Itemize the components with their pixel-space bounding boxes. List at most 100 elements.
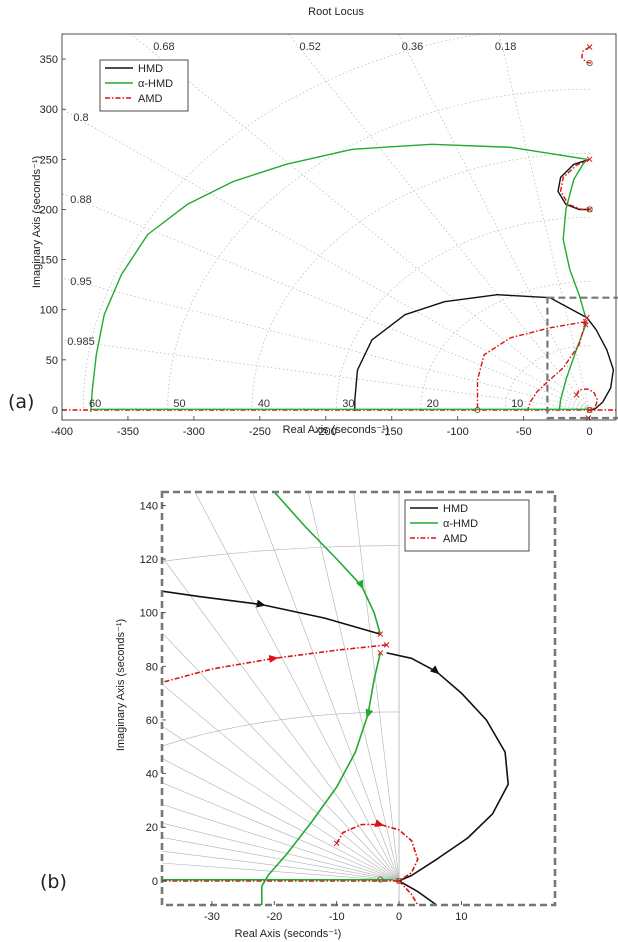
pole-marker bbox=[383, 642, 390, 648]
x-tick-label: -200 bbox=[315, 426, 337, 438]
legend-entry: AMD bbox=[443, 533, 468, 545]
damping-ray bbox=[162, 632, 400, 882]
pole-marker bbox=[586, 156, 593, 163]
series-line-hmd bbox=[273, 492, 382, 635]
frequency-label: 40 bbox=[258, 398, 270, 410]
plot-background bbox=[162, 492, 555, 905]
direction-arrow bbox=[268, 654, 279, 663]
legend: HMD α-HMD AMD bbox=[99, 59, 189, 112]
series-line-amd bbox=[336, 823, 419, 882]
legend: HMD α-HMD AMD bbox=[404, 499, 530, 552]
y-tick-label: 20 bbox=[146, 822, 158, 834]
frequency-labels: 60 50 40 30 20 10 bbox=[89, 398, 523, 410]
damping-ray bbox=[162, 822, 400, 882]
series-line-hmd bbox=[586, 317, 615, 411]
frequency-arc bbox=[162, 545, 400, 562]
zero-marker bbox=[395, 877, 403, 884]
x-tick-label: -50 bbox=[516, 426, 532, 438]
frequency-arc bbox=[167, 88, 590, 411]
y-tick-label: 200 bbox=[40, 204, 58, 216]
pole-marker bbox=[377, 650, 384, 656]
x-tick-label: -150 bbox=[381, 426, 403, 438]
y-tick-label: 300 bbox=[40, 104, 58, 116]
damping-ray bbox=[353, 492, 400, 881]
frequency-label: 10 bbox=[511, 398, 523, 410]
damping-ray bbox=[252, 492, 400, 881]
series-group bbox=[162, 492, 509, 905]
x-tick-label: -350 bbox=[117, 426, 139, 438]
x-tick-label: 0 bbox=[396, 911, 402, 923]
series-line-hmd bbox=[557, 158, 590, 211]
damping-ray bbox=[162, 782, 400, 882]
plot-frame bbox=[160, 490, 557, 907]
series-line-hmd bbox=[90, 143, 588, 412]
y-tick-label: 50 bbox=[46, 355, 58, 367]
damping-ray bbox=[162, 837, 400, 882]
zero-marker bbox=[377, 876, 384, 883]
series-line-amd bbox=[476, 321, 586, 410]
direction-arrow bbox=[256, 599, 266, 608]
x-tick-label: -400 bbox=[51, 426, 73, 438]
damping-label: 0.68 bbox=[153, 41, 174, 53]
legend-entry: AMD bbox=[138, 93, 163, 105]
frequency-label: 30 bbox=[342, 398, 354, 410]
series-line-amd bbox=[559, 158, 590, 211]
frequency-arc bbox=[162, 711, 400, 747]
frequency-arc bbox=[251, 153, 590, 411]
damping-labels: 0.68 0.52 0.36 0.18 0.8 0.88 0.95 0.985 bbox=[67, 41, 516, 348]
x-tick-label: -300 bbox=[183, 426, 205, 438]
series-group bbox=[62, 46, 616, 412]
series-line-hmd bbox=[354, 294, 588, 411]
y-tick-label: 0 bbox=[52, 405, 58, 417]
damping-ray bbox=[162, 725, 400, 882]
zero-marker bbox=[586, 206, 593, 213]
y-tick-label: 140 bbox=[140, 500, 158, 512]
damping-label: 0.95 bbox=[70, 276, 91, 288]
series-line-hmd bbox=[558, 324, 587, 411]
damping-ray bbox=[162, 683, 400, 882]
pole-zero-markers bbox=[333, 631, 403, 884]
y-tick-label: 0 bbox=[152, 876, 158, 888]
damping-label: 0.18 bbox=[495, 41, 516, 53]
chart-a-xlabel: Real Axis (seconds⁻¹) bbox=[283, 424, 390, 436]
damping-label: 0.52 bbox=[299, 41, 320, 53]
chart-a-ylabel: Imaginary Axis (seconds⁻¹) bbox=[31, 156, 43, 288]
frequency-arc bbox=[420, 281, 590, 410]
x-tick-label: -250 bbox=[249, 426, 271, 438]
damping-label: 0.88 bbox=[70, 194, 91, 206]
frequency-arc bbox=[336, 217, 590, 410]
pole-marker bbox=[584, 314, 590, 321]
damping-label: 0.985 bbox=[67, 336, 95, 348]
x-tick-label: -30 bbox=[204, 911, 220, 923]
chart-b-ylabel: Imaginary Axis (seconds⁻¹) bbox=[115, 619, 127, 751]
frequency-arc bbox=[504, 345, 590, 410]
direction-arrow bbox=[374, 819, 385, 828]
y-tick-label: 150 bbox=[40, 255, 58, 267]
x-tick-label: -100 bbox=[447, 426, 469, 438]
root-locus-chart-a: Root Locus -400 -350 -300 -250 -200 -150 -100-… bbox=[8, 6, 618, 438]
damping-ray bbox=[307, 492, 400, 881]
zero-marker bbox=[586, 406, 593, 414]
x-tick-label: 0 bbox=[587, 426, 593, 438]
y-tick-label: 60 bbox=[146, 715, 158, 727]
y-tick-label: 100 bbox=[140, 608, 158, 620]
damping-ray bbox=[62, 108, 590, 411]
y-tick-label: 250 bbox=[40, 154, 58, 166]
direction-arrow bbox=[365, 708, 374, 719]
y-tick-label: 80 bbox=[146, 661, 158, 673]
zoom-region-box bbox=[546, 296, 618, 420]
series-line-amd bbox=[526, 321, 587, 411]
x-tick-label: -10 bbox=[329, 911, 345, 923]
pole-zero-markers bbox=[474, 44, 593, 421]
panel-label-b: (b) bbox=[40, 871, 67, 893]
zero-marker bbox=[586, 60, 593, 67]
chart-a-plot-area: -400 -350 -300 -250 -200 -150 -100 -50 0 0 50 100 15… bbox=[40, 33, 618, 438]
pole-marker bbox=[333, 840, 340, 847]
pole-marker bbox=[573, 392, 580, 398]
series-line-amd bbox=[398, 880, 419, 905]
zero-marker bbox=[474, 406, 481, 414]
tick-labels: -400 -350 -300 -250 -200 -150 -100 -50 0 0 50 100 15… bbox=[40, 54, 593, 438]
pole-marker bbox=[377, 631, 384, 637]
damping-ray bbox=[194, 492, 400, 882]
